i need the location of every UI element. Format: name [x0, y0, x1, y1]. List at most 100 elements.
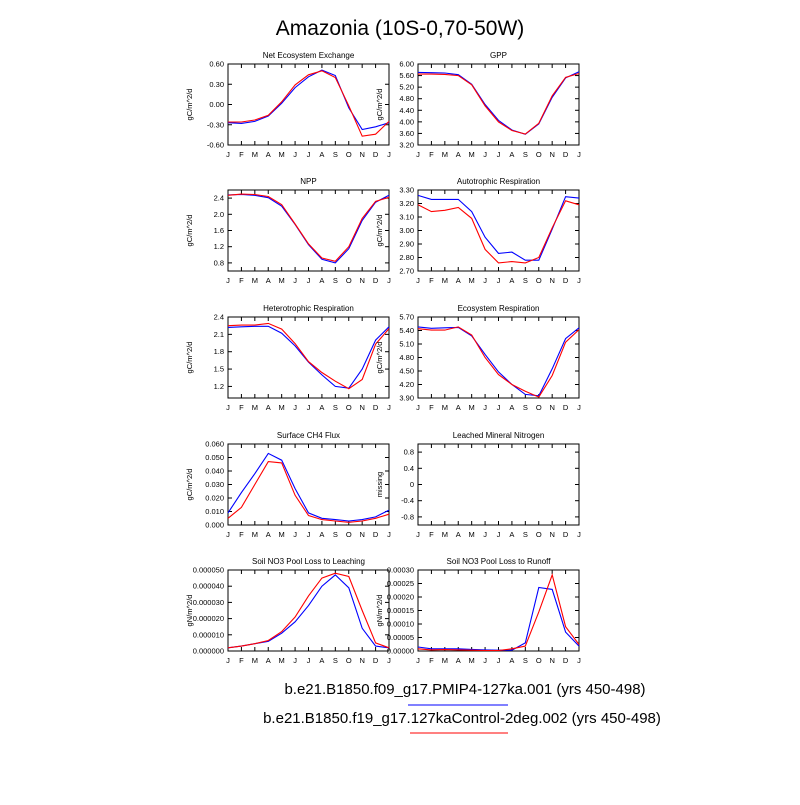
series-line-pmip4	[227, 574, 390, 649]
y-tick-label: 1.5	[214, 365, 224, 374]
y-tick-label: 0.000040	[193, 582, 224, 591]
x-tick-label: M	[442, 150, 448, 159]
x-tick-label: N	[359, 150, 364, 159]
x-tick-label: O	[536, 403, 542, 412]
x-tick-label: A	[319, 276, 324, 285]
figure-title: Amazonia (10S-0,70-50W)	[276, 17, 525, 40]
x-tick-label: D	[563, 403, 569, 412]
x-tick-label: D	[563, 530, 569, 539]
x-tick-label: J	[577, 403, 581, 412]
x-tick-label: N	[549, 150, 554, 159]
x-tick-label: J	[497, 530, 501, 539]
x-tick-label: J	[416, 276, 420, 285]
x-tick-label: A	[456, 530, 461, 539]
x-tick-label: S	[523, 150, 528, 159]
x-tick-label: J	[307, 530, 311, 539]
series-line-pmip4	[227, 193, 390, 264]
x-tick-label: O	[536, 530, 542, 539]
x-tick-label: M	[442, 656, 448, 665]
y-tick-label: 2.4	[214, 313, 224, 322]
x-tick-label: J	[577, 276, 581, 285]
x-tick-label: J	[387, 403, 391, 412]
x-tick-label: S	[523, 276, 528, 285]
y-tick-label: 0	[410, 480, 414, 489]
x-tick-label: S	[333, 530, 338, 539]
series-line-control	[227, 193, 390, 262]
x-tick-label: J	[293, 276, 297, 285]
x-tick-label: A	[266, 403, 271, 412]
plot-frame	[227, 569, 390, 652]
x-tick-label: M	[279, 150, 285, 159]
panels-group: Net Ecosystem Exchange -0.60 -0.30 0.00 0.30…	[185, 51, 581, 665]
y-tick-label: 2.80	[399, 253, 414, 262]
series-line-pmip4	[417, 71, 580, 135]
y-tick-label: 4.00	[399, 117, 414, 126]
y-tick-label: -0.4	[401, 496, 414, 505]
x-tick-label: A	[509, 403, 514, 412]
x-tick-label: J	[307, 656, 311, 665]
panel-autotrophic-respiration: Autotrophic Respiration 2.70 2.80 2.90 3.00 3…	[375, 177, 581, 285]
y-tick-label: 0.000	[205, 521, 224, 530]
series-line-pmip4	[417, 586, 580, 651]
series-line-control	[417, 573, 580, 652]
x-tick-label: D	[563, 276, 569, 285]
y-tick-label: 0.020	[205, 494, 224, 503]
x-tick-label: D	[563, 150, 569, 159]
x-tick-label: A	[319, 150, 324, 159]
panel-title-autotrophic-respiration: Autotrophic Respiration	[457, 177, 540, 186]
x-tick-label: M	[442, 276, 448, 285]
panel-leached-mineral-nitrogen: Leached Mineral Nitrogen -0.8 -0.4 0 0.4 0.8 J…	[375, 431, 581, 539]
x-tick-label: J	[497, 403, 501, 412]
x-tick-label: A	[319, 530, 324, 539]
x-tick-label: M	[469, 150, 475, 159]
y-tick-label: 0.000010	[193, 630, 224, 639]
y-tick-label: 3.00	[399, 226, 414, 235]
x-tick-label: J	[416, 403, 420, 412]
x-tick-label: J	[416, 530, 420, 539]
y-tick-label: 4.80	[399, 353, 414, 362]
x-tick-label: D	[373, 530, 379, 539]
x-tick-label: J	[483, 150, 487, 159]
y-tick-label: 2.4	[214, 194, 224, 203]
y-tick-label: 3.30	[399, 186, 414, 195]
series-line-control	[227, 322, 390, 390]
x-tick-label: J	[577, 656, 581, 665]
y-tick-label: 0.000050	[193, 566, 224, 575]
x-tick-label: S	[333, 403, 338, 412]
x-tick-label: D	[373, 403, 379, 412]
panel-net-ecosystem-exchange: Net Ecosystem Exchange -0.60 -0.30 0.00 0.30…	[185, 51, 391, 159]
x-tick-label: O	[536, 276, 542, 285]
x-tick-label: J	[483, 656, 487, 665]
plot-frame	[417, 63, 580, 146]
x-tick-label: O	[346, 530, 352, 539]
x-tick-label: N	[359, 656, 364, 665]
panel-soil-no3-pool-loss-to-leaching: Soil NO3 Pool Loss to Leaching 0.000000 0.…	[185, 557, 391, 665]
x-tick-label: M	[279, 656, 285, 665]
panel-title-npp: NPP	[300, 177, 316, 186]
y-tick-label: 4.20	[399, 380, 414, 389]
x-tick-label: J	[416, 150, 420, 159]
panel-title-heterotrophic-respiration: Heterotrophic Respiration	[263, 304, 354, 313]
x-tick-label: M	[279, 403, 285, 412]
x-tick-label: S	[333, 276, 338, 285]
y-tick-label: 0.4	[404, 464, 414, 473]
x-tick-label: M	[442, 530, 448, 539]
legend: b.e21.B1850.f09_g17.PMIP4-127ka.001 (yrs…	[263, 681, 661, 734]
y-tick-label: 0.8	[214, 258, 224, 267]
legend-label-pmip4: b.e21.B1850.f09_g17.PMIP4-127ka.001 (yrs…	[284, 681, 645, 698]
x-tick-label: O	[346, 150, 352, 159]
x-tick-label: M	[252, 530, 258, 539]
x-tick-label: A	[456, 276, 461, 285]
x-tick-label: S	[523, 656, 528, 665]
y-axis-label: gN/m^2/d	[375, 595, 384, 627]
x-tick-label: S	[333, 656, 338, 665]
x-tick-label: S	[523, 530, 528, 539]
y-tick-label: 0.60	[209, 60, 224, 69]
y-tick-label: 5.60	[399, 71, 414, 80]
x-tick-label: A	[266, 150, 271, 159]
x-tick-label: F	[429, 530, 434, 539]
x-tick-label: F	[429, 656, 434, 665]
y-tick-label: 3.20	[399, 199, 414, 208]
